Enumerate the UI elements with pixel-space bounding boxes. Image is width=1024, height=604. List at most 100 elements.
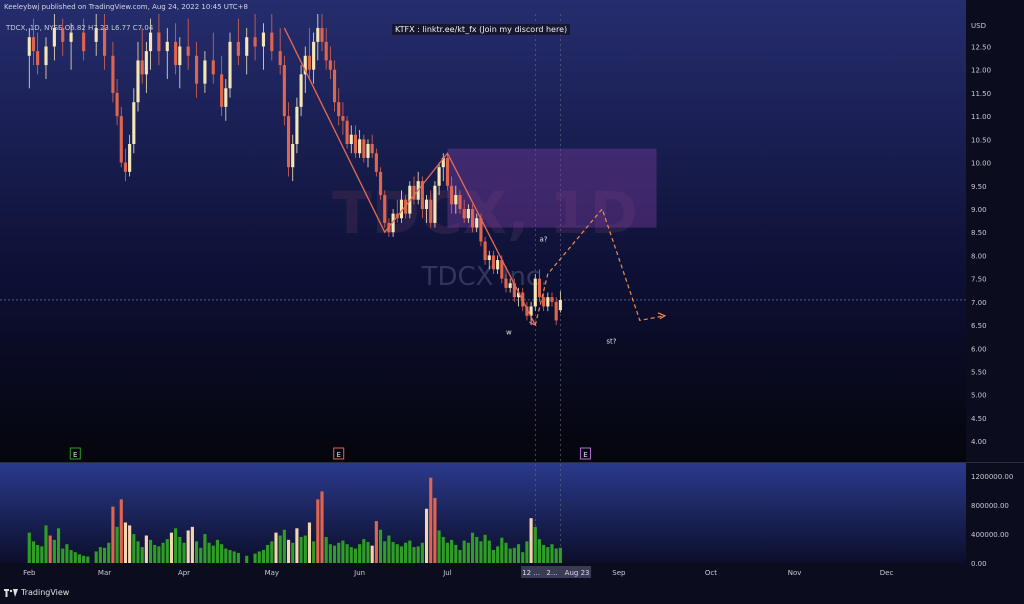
volume-bar	[245, 555, 249, 563]
candle-body	[429, 199, 433, 223]
volume-bar	[224, 548, 228, 563]
target-zone-box	[447, 148, 657, 228]
volume-bar	[399, 546, 404, 563]
candle-body	[31, 37, 36, 52]
price-tick-label: 9.00	[971, 206, 987, 214]
volume-tick-label: 800000.00	[971, 502, 1009, 510]
axes: USD 12.50 12.00 11.50 11.00 10.50 10.00 9.50 9.0…	[23, 22, 1013, 578]
candle-body	[391, 213, 395, 233]
candle-body	[496, 260, 500, 270]
candle-body	[362, 139, 366, 158]
price-tick-label: 12.50	[971, 43, 991, 51]
volume-bar	[312, 541, 316, 563]
volume-bar	[153, 544, 157, 563]
price-tick-label: 8.50	[971, 229, 987, 237]
projection-line	[534, 207, 666, 326]
candle-body	[316, 27, 320, 42]
earnings-marker-label: E	[337, 451, 341, 459]
volume-bar	[383, 541, 387, 563]
candle-body	[278, 51, 282, 66]
volume-bar	[374, 521, 378, 563]
volume-bar	[174, 528, 178, 563]
candle-body	[178, 46, 182, 66]
earnings-marker-box	[579, 447, 591, 460]
candle-body	[537, 278, 542, 298]
volume-bar	[111, 506, 115, 563]
time-tick-label: Dec	[880, 569, 894, 577]
price-tick-label: 8.00	[971, 252, 987, 260]
volume-bar	[77, 554, 82, 563]
volume-bar	[266, 544, 270, 563]
volume-bar	[533, 526, 537, 563]
annotation-label[interactable]: KTFX : linktr.ee/kt_fx (Join my discord …	[392, 24, 571, 35]
footer[interactable]: TradingView	[4, 588, 69, 597]
volume-bar	[316, 499, 320, 563]
time-tick-label: Nov	[788, 569, 802, 577]
volume-bar	[558, 547, 562, 563]
volume-bar	[291, 542, 295, 563]
volume-bar	[69, 549, 73, 563]
candle-body	[270, 32, 274, 52]
candle-body	[165, 41, 169, 52]
candle-body	[529, 306, 533, 316]
candle-body	[554, 301, 558, 321]
candle-body	[332, 69, 337, 103]
time-tick-label: Apr	[178, 569, 190, 577]
candle-body	[236, 41, 240, 56]
candle-body	[466, 208, 470, 219]
volume-bar	[424, 508, 429, 563]
candle-body	[508, 283, 512, 288]
time-tick-label: Mar	[98, 569, 111, 577]
candle-body	[61, 27, 65, 42]
candle-body	[504, 278, 508, 288]
volume-bar	[98, 547, 102, 563]
volume-bar	[40, 546, 44, 563]
candle-body	[115, 92, 119, 117]
volume-bar	[36, 544, 40, 563]
earnings-marker: E	[579, 447, 591, 460]
volume-bar	[303, 535, 307, 563]
date-range-label: 12 ...	[522, 569, 540, 577]
candle-body	[433, 185, 437, 223]
candle-body	[516, 292, 521, 298]
volume-bar	[31, 541, 36, 563]
earnings-marker-label: E	[73, 451, 77, 459]
candle-body	[420, 181, 424, 209]
candle-body	[132, 102, 136, 144]
earnings-marker: E	[69, 447, 81, 460]
candle-body	[483, 241, 487, 261]
candle-body	[128, 143, 132, 172]
volume-bar	[521, 552, 525, 563]
candle-body	[320, 27, 324, 42]
candle-body	[349, 134, 353, 144]
volume-bar	[102, 547, 107, 563]
candle-body	[345, 120, 349, 144]
candles	[27, 14, 562, 326]
candle-body	[366, 143, 370, 158]
volume-bar	[366, 542, 370, 563]
price-tick-label: 9.50	[971, 183, 987, 191]
candle-body	[94, 27, 98, 42]
candle-body	[224, 88, 228, 107]
volume-bar	[211, 545, 215, 563]
volume-bar	[299, 536, 303, 563]
candle-body	[341, 116, 345, 121]
volume-bar	[353, 548, 358, 563]
candle-body	[525, 306, 529, 316]
price-tick-label: 7.00	[971, 299, 987, 307]
candle-body	[358, 139, 362, 154]
candle-body	[144, 51, 148, 75]
volume-bar	[542, 544, 546, 563]
volume-bar	[132, 534, 136, 563]
volume-bar	[253, 553, 257, 563]
symbol-legend[interactable]: TDCX, 1D, NYSE O6.82 H7.23 L6.77 C7.04	[6, 24, 154, 32]
volume-bar	[220, 544, 224, 563]
volume-bar	[73, 552, 77, 563]
candle-body	[299, 74, 303, 107]
volume-bar	[445, 542, 450, 563]
volume-bar	[178, 536, 182, 563]
volume-bar	[345, 544, 349, 563]
volume-bar	[487, 540, 491, 563]
